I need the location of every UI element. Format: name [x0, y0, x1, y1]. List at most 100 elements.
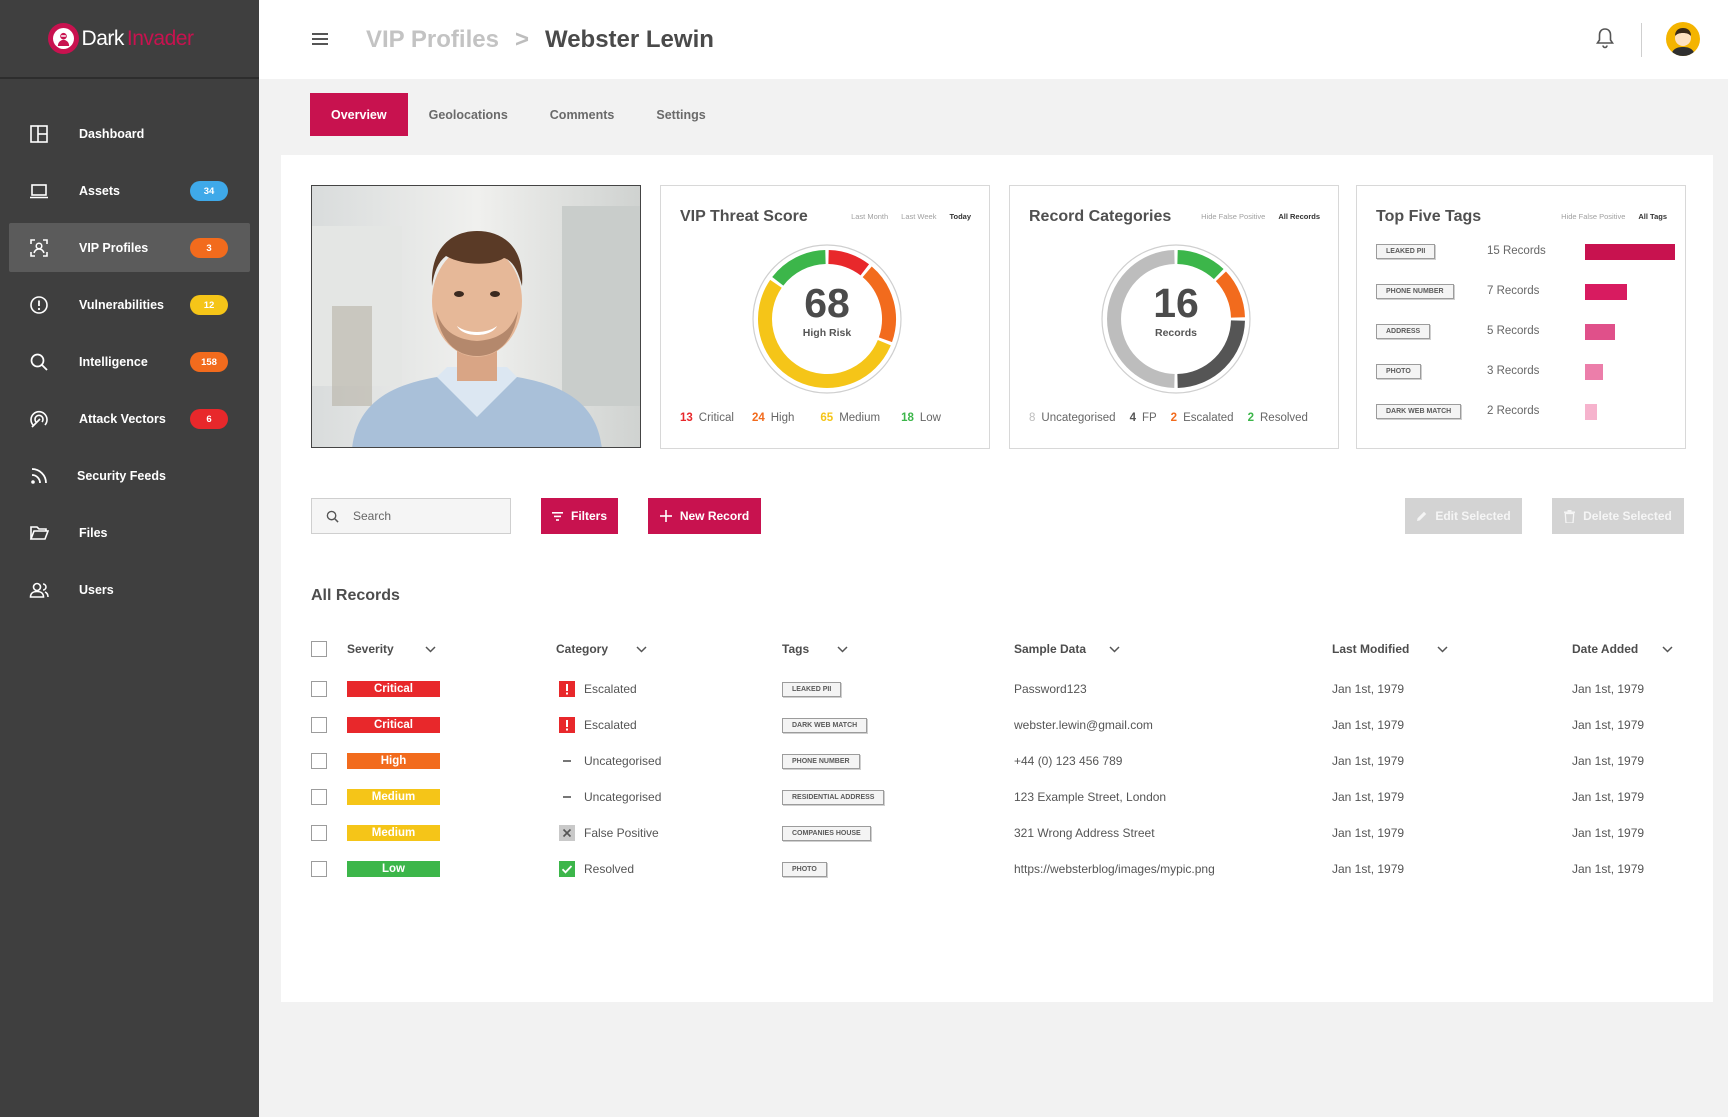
- sidebar-item-files[interactable]: Files: [9, 508, 250, 557]
- column-header-category[interactable]: Category: [556, 642, 647, 656]
- laptop-icon: [30, 184, 48, 199]
- header-divider: [1641, 23, 1642, 57]
- sidebar-item-dashboard[interactable]: Dashboard: [9, 109, 250, 158]
- sidebar-item-security-feeds[interactable]: Security Feeds: [9, 451, 250, 500]
- filter-hide-false-positive[interactable]: Hide False Positive: [1201, 212, 1266, 221]
- tag-record-count: 15 Records: [1487, 245, 1546, 257]
- tag-chip[interactable]: RESIDENTIAL ADDRESS: [782, 790, 885, 805]
- filter-hide-false-positive[interactable]: Hide False Positive: [1561, 212, 1626, 221]
- pencil-icon: [1417, 511, 1427, 521]
- tag-chip[interactable]: PHOTO: [1376, 364, 1421, 379]
- filter-last-week[interactable]: Last Week: [901, 212, 937, 221]
- donut-segment-low: [772, 250, 826, 286]
- tags-card-title: Top Five Tags: [1376, 208, 1482, 225]
- select-all-checkbox[interactable]: [311, 641, 327, 657]
- delete-selected-button[interactable]: Delete Selected: [1552, 498, 1684, 534]
- row-checkbox[interactable]: [311, 681, 327, 697]
- tag-chip[interactable]: PHOTO: [782, 862, 827, 877]
- plus-icon: [659, 510, 672, 522]
- hooded-figure-icon: [47, 23, 79, 54]
- row-checkbox[interactable]: [311, 825, 327, 841]
- trash-icon: [1564, 509, 1576, 523]
- filter-today[interactable]: Today: [949, 212, 971, 221]
- table-row[interactable]: Critical Escalated LEAKED PII Password123 Ja…: [311, 681, 1691, 701]
- severity-badge: Low: [347, 861, 440, 877]
- donut-segment-medium: [758, 279, 891, 388]
- tab-geolocations[interactable]: Geolocations: [428, 107, 508, 122]
- table-row[interactable]: Medium Uncategorised RESIDENTIAL ADDRESS 12…: [311, 789, 1691, 809]
- column-header-severity[interactable]: Severity: [347, 642, 436, 656]
- table-row[interactable]: Low Resolved PHOTO https://websterblog/imag…: [311, 861, 1691, 881]
- brand-logo[interactable]: Dark Invader: [47, 23, 194, 54]
- sidebar-item-assets[interactable]: Assets 34: [9, 166, 250, 215]
- sidebar-item-vip-profiles[interactable]: VIP Profiles 3: [9, 223, 250, 272]
- row-checkbox[interactable]: [311, 861, 327, 877]
- edit-selected-button[interactable]: Edit Selected: [1405, 498, 1522, 534]
- minus-icon: [559, 753, 575, 769]
- date-added: Jan 1st, 1979: [1572, 862, 1645, 876]
- table-row[interactable]: Medium False Positive COMPANIES HOUSE 321 W…: [311, 825, 1691, 845]
- date-added: Jan 1st, 1979: [1572, 718, 1645, 732]
- categories-card-title: Record Categories: [1029, 208, 1172, 225]
- user-avatar[interactable]: [1666, 22, 1700, 56]
- rss-icon: [31, 468, 47, 484]
- categories-card-filters: Hide False Positive All Records: [1201, 212, 1320, 221]
- search-input[interactable]: [353, 509, 503, 523]
- folder-icon: [29, 526, 49, 540]
- row-checkbox[interactable]: [311, 717, 327, 733]
- filter-last-month[interactable]: Last Month: [851, 212, 889, 221]
- breadcrumb-separator: >: [514, 26, 529, 53]
- row-checkbox[interactable]: [311, 753, 327, 769]
- false-positive-icon: [559, 825, 575, 841]
- date-added: Jan 1st, 1979: [1572, 754, 1645, 768]
- search-box[interactable]: [311, 498, 511, 534]
- bell-icon[interactable]: [1596, 27, 1614, 49]
- tag-record-count: 7 Records: [1487, 285, 1540, 297]
- tag-chip[interactable]: PHONE NUMBER: [1376, 284, 1454, 299]
- filter-all-records[interactable]: All Records: [1278, 212, 1320, 221]
- new-record-button[interactable]: New Record: [648, 498, 761, 534]
- column-header-last-modified[interactable]: Last Modified: [1332, 642, 1448, 656]
- row-checkbox[interactable]: [311, 789, 327, 805]
- sidebar-item-label: Files: [79, 525, 108, 540]
- sidebar-item-attack-vectors[interactable]: Attack Vectors 6: [9, 394, 250, 443]
- new-record-button-label: New Record: [679, 509, 750, 523]
- profile-tabs: Overview Geolocations Comments Settings: [310, 93, 727, 136]
- filter-all-tags[interactable]: All Tags: [1638, 212, 1667, 221]
- tag-chip[interactable]: DARK WEB MATCH: [1376, 404, 1462, 419]
- column-header-date-added[interactable]: Date Added: [1572, 642, 1673, 656]
- filters-button[interactable]: Filters: [541, 498, 618, 534]
- donut-outline: [752, 244, 902, 394]
- tab-settings[interactable]: Settings: [656, 107, 706, 122]
- menu-icon[interactable]: [312, 32, 328, 46]
- column-header-tags[interactable]: Tags: [782, 642, 848, 656]
- tag-chip[interactable]: DARK WEB MATCH: [782, 718, 868, 733]
- tag-chip[interactable]: LEAKED PII: [782, 682, 842, 697]
- tag-chip[interactable]: ADDRESS: [1376, 324, 1431, 339]
- chevron-down-icon: [1437, 645, 1448, 653]
- sidebar-item-users[interactable]: Users: [9, 565, 250, 614]
- breadcrumb-parent-link[interactable]: VIP Profiles: [366, 26, 499, 53]
- table-row[interactable]: Critical Escalated DARK WEB MATCH webster.l…: [311, 717, 1691, 737]
- tag-count-bar: [1585, 324, 1615, 340]
- breadcrumb: VIP Profiles > Webster Lewin: [366, 26, 714, 54]
- tab-overview[interactable]: Overview: [310, 93, 408, 136]
- tag-chip[interactable]: COMPANIES HOUSE: [782, 826, 871, 841]
- sidebar-item-intelligence[interactable]: Intelligence 158: [9, 337, 250, 386]
- sidebar-item-label: VIP Profiles: [79, 240, 149, 255]
- sidebar-item-vulnerabilities[interactable]: Vulnerabilities 12: [9, 280, 250, 329]
- tab-comments[interactable]: Comments: [549, 107, 615, 122]
- tag-chip[interactable]: PHONE NUMBER: [782, 754, 860, 769]
- table-row[interactable]: High Uncategorised PHONE NUMBER +44 (0) 123…: [311, 753, 1691, 773]
- search-icon: [326, 510, 339, 523]
- top-tag-row: PHONE NUMBER 7 Records: [1376, 284, 1676, 300]
- donut-segment-high: [862, 266, 896, 343]
- column-header-sample-data[interactable]: Sample Data: [1014, 642, 1120, 656]
- alert-icon: [30, 296, 48, 314]
- sidebar-item-label: Users: [79, 582, 114, 597]
- category-label: Uncategorised: [584, 754, 662, 768]
- sidebar-item-label: Vulnerabilities: [79, 297, 164, 312]
- delete-selected-label: Delete Selected: [1583, 509, 1672, 523]
- tag-chip[interactable]: LEAKED PII: [1376, 244, 1436, 259]
- sidebar-item-label: Security Feeds: [77, 468, 166, 483]
